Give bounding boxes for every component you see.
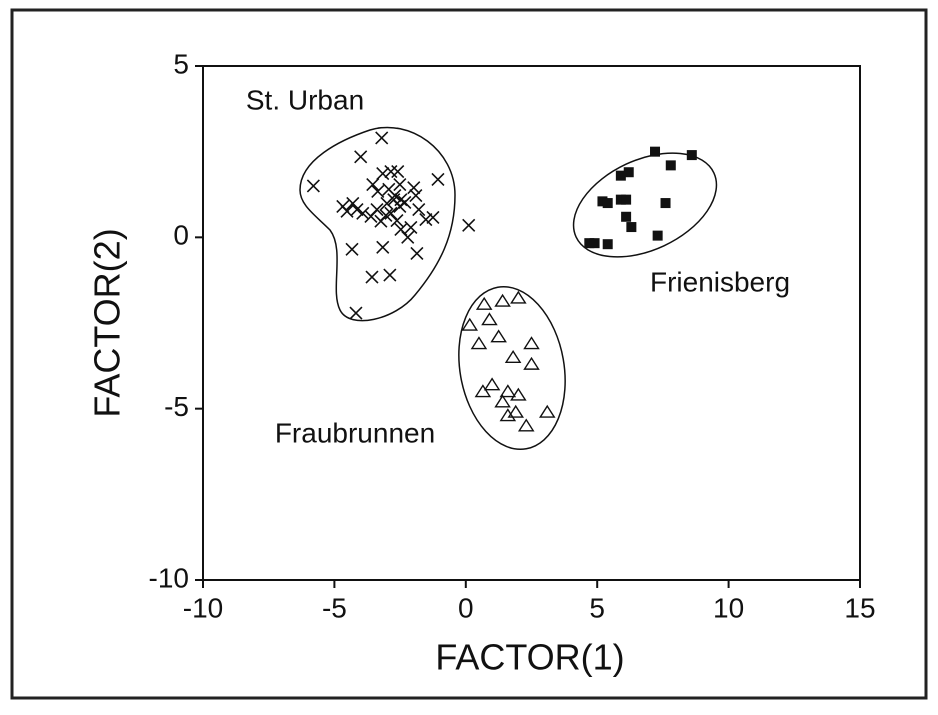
point — [490, 329, 507, 343]
point — [510, 290, 527, 304]
point — [626, 222, 637, 233]
point — [350, 203, 364, 217]
point — [615, 194, 626, 205]
point — [419, 212, 433, 227]
point — [510, 387, 527, 401]
plot-area — [202, 65, 861, 581]
series-label: St. Urban — [246, 84, 364, 115]
point — [499, 408, 517, 422]
point — [623, 167, 634, 178]
series-label: Frienisberg — [650, 266, 790, 297]
point — [589, 238, 600, 249]
y-tick-label: -10 — [149, 562, 189, 593]
point — [366, 177, 380, 192]
point — [584, 238, 595, 249]
point — [383, 268, 397, 282]
point — [426, 210, 440, 225]
point — [621, 194, 632, 205]
y-axis-label: FACTOR(2) — [87, 228, 128, 417]
point — [602, 198, 613, 209]
point — [394, 193, 408, 207]
point — [354, 150, 368, 164]
point — [499, 384, 517, 398]
cluster-outline — [458, 285, 566, 451]
point — [390, 213, 404, 228]
point — [461, 317, 479, 331]
point — [481, 312, 498, 326]
point — [345, 242, 359, 256]
x-tick-label: 15 — [844, 592, 875, 623]
point — [470, 336, 488, 350]
point — [410, 246, 424, 261]
y-tick-label: 0 — [173, 220, 189, 251]
point — [621, 211, 632, 222]
point — [507, 404, 525, 418]
point — [523, 336, 540, 350]
point — [371, 184, 385, 198]
point — [380, 196, 394, 210]
point — [615, 170, 626, 181]
point — [349, 306, 363, 320]
point — [652, 230, 663, 241]
point — [391, 164, 405, 179]
x-axis-label: FACTOR(1) — [435, 637, 624, 678]
point — [523, 356, 540, 370]
point — [474, 384, 492, 398]
point — [597, 196, 608, 207]
cluster-outline — [572, 152, 718, 258]
point — [660, 198, 671, 209]
point — [494, 293, 511, 307]
point — [665, 160, 676, 171]
point — [602, 239, 613, 250]
point — [462, 218, 476, 232]
x-tick-label: -10 — [183, 592, 223, 623]
x-tick-label: 5 — [589, 592, 605, 623]
point — [370, 203, 384, 217]
point — [384, 164, 398, 179]
series-label: Fraubrunnen — [275, 417, 435, 448]
point — [306, 179, 320, 193]
point — [494, 394, 511, 408]
point — [483, 377, 501, 391]
point — [401, 230, 415, 244]
point — [431, 172, 445, 186]
x-tick-label: 0 — [458, 592, 474, 623]
point — [412, 203, 426, 217]
point — [407, 181, 421, 195]
point — [356, 206, 370, 220]
x-tick-label: -5 — [322, 592, 347, 623]
y-tick-label: -5 — [164, 391, 189, 422]
point — [398, 195, 412, 209]
point — [375, 131, 389, 145]
point — [384, 206, 398, 220]
point — [376, 240, 390, 254]
point — [365, 270, 379, 284]
point — [517, 418, 535, 432]
point — [376, 167, 390, 181]
point — [686, 150, 697, 161]
point — [504, 349, 522, 363]
cluster-outline — [299, 126, 456, 322]
frame — [10, 8, 928, 700]
point — [538, 404, 556, 418]
point — [650, 146, 661, 157]
point — [409, 188, 423, 203]
point — [404, 220, 418, 234]
point — [475, 296, 493, 310]
point — [393, 177, 407, 192]
x-tick-label: 10 — [713, 592, 744, 623]
y-tick-label: 5 — [173, 48, 189, 79]
